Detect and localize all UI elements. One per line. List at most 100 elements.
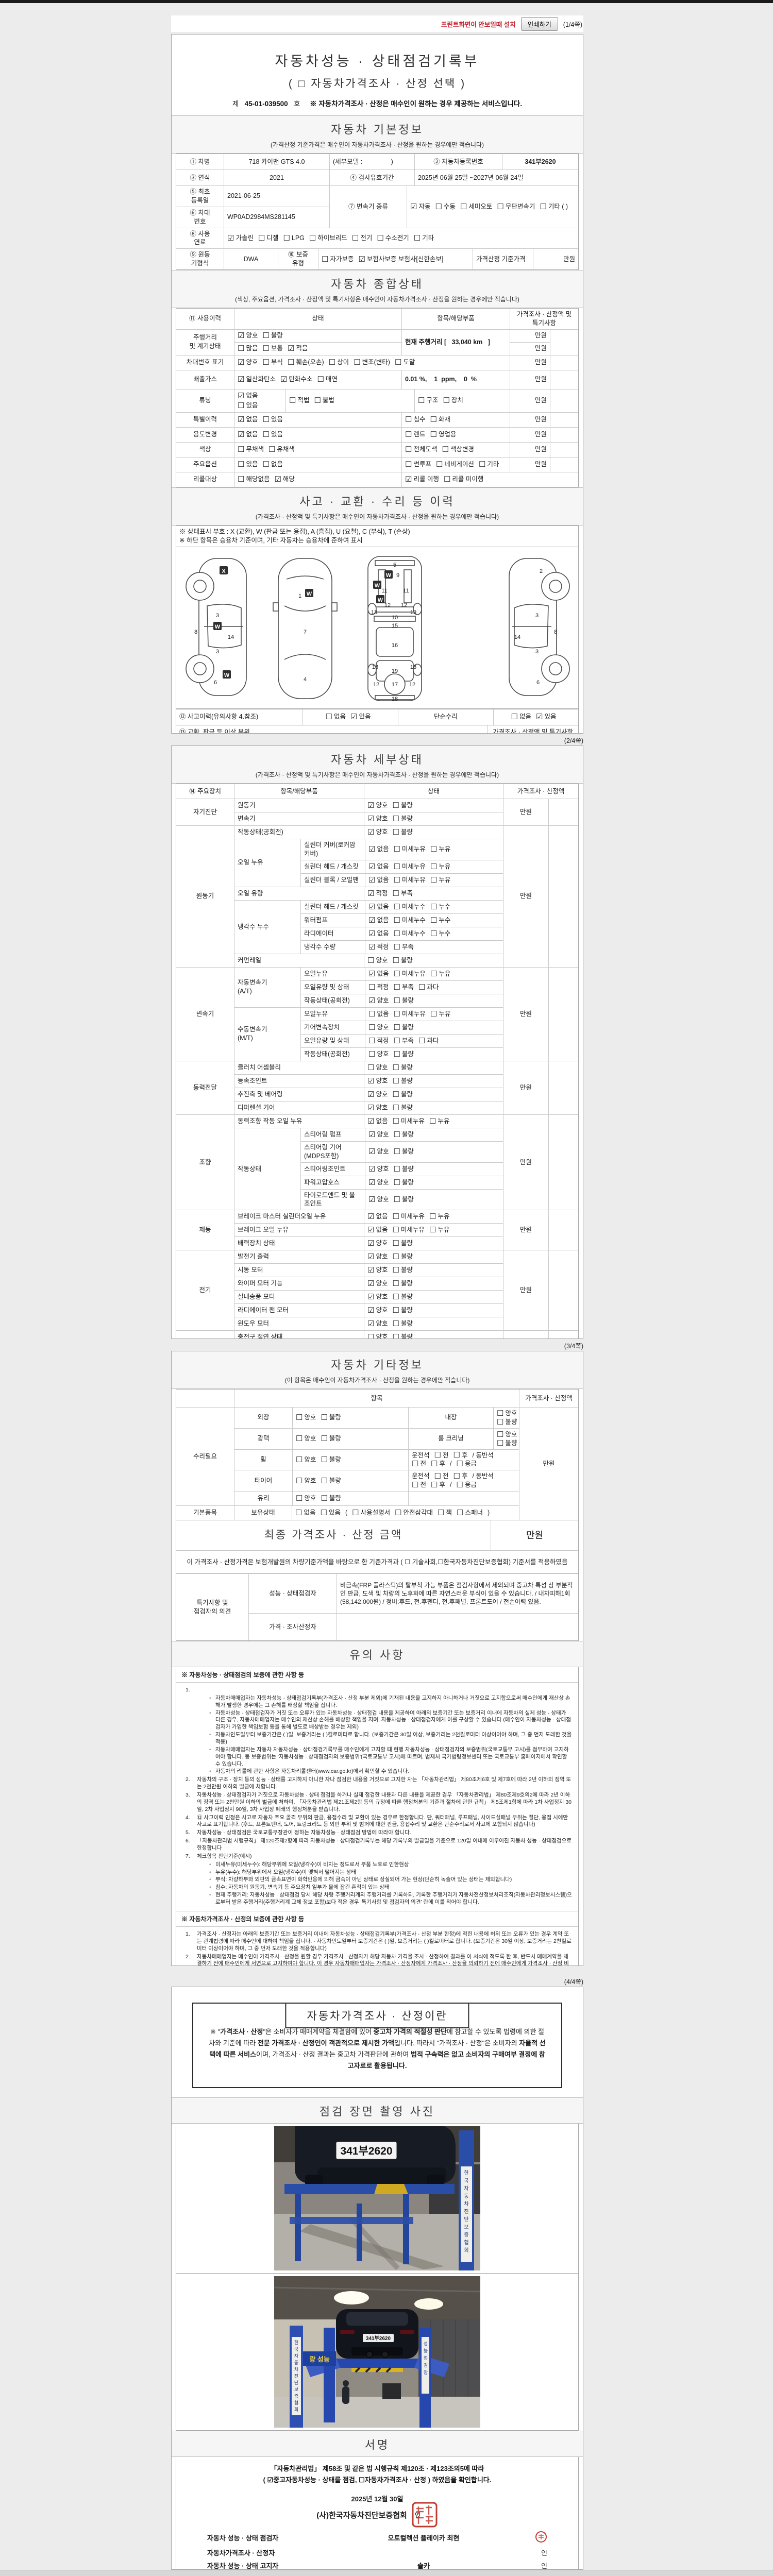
checkbox-unchecked[interactable]: ☐ 장치 xyxy=(443,396,463,405)
checkbox-unchecked[interactable]: ☐ 적정 xyxy=(368,982,389,992)
checkbox-unchecked[interactable]: ☐ 양호 xyxy=(367,956,388,965)
checkbox-unchecked[interactable]: ☐ 양호 xyxy=(367,1063,388,1072)
checkbox-checked[interactable]: ☑ 가솔린 xyxy=(227,233,254,243)
checkbox-checked[interactable]: ☑ 양호 xyxy=(368,1164,389,1174)
print-install-notice-link[interactable]: 프린트화면이 안보일때 설치 xyxy=(441,21,516,28)
checkbox-unchecked[interactable]: ☐ 기타 xyxy=(478,460,499,469)
checkbox-unchecked[interactable]: ☐ 불량 xyxy=(393,1195,414,1204)
checkbox-unchecked[interactable]: ☐ 해당없음 xyxy=(238,475,270,484)
checkbox-checked[interactable]: ☑ 양호 xyxy=(367,1293,388,1302)
checkbox-unchecked[interactable]: ☐ 불량 xyxy=(497,1417,517,1427)
checkbox-unchecked[interactable]: ☐ 불량 xyxy=(321,1434,341,1444)
checkbox-unchecked[interactable]: ☐ 전체도색 xyxy=(405,445,438,454)
checkbox-checked[interactable]: ☑ 보험사보증 보험사[신한손보] xyxy=(358,255,444,264)
checkbox-unchecked[interactable]: ☐ 불량 xyxy=(393,1147,414,1157)
checkbox-checked[interactable]: ☑ 양호 xyxy=(368,1195,389,1204)
checkbox-checked[interactable]: ☑ 리콜 이행 xyxy=(405,475,439,484)
checkbox-unchecked[interactable]: ☐ 상이 xyxy=(328,358,349,367)
checkbox-checked[interactable]: ☑ 적정 xyxy=(367,889,388,898)
checkbox-checked[interactable]: ☑ 있음 xyxy=(536,713,557,721)
checkbox-checked[interactable]: ☑ 없음 xyxy=(238,391,258,400)
checkbox-unchecked[interactable]: ☐ 불량 xyxy=(392,1333,413,1339)
print-button[interactable]: 인쇄하기 xyxy=(520,16,558,31)
checkbox-checked[interactable]: ☑ 없음 xyxy=(368,929,389,938)
checkbox-unchecked[interactable]: ☐ 미세누수 xyxy=(393,902,426,911)
checkbox-unchecked[interactable]: ☐ 있음 xyxy=(320,1509,341,1517)
checkbox-unchecked[interactable]: ☐ 변조(변타) xyxy=(354,358,390,367)
checkbox-unchecked[interactable]: ☐ 미세누수 xyxy=(393,929,426,938)
checkbox-checked[interactable]: ☑ 양호 xyxy=(368,1147,389,1157)
checkbox-checked[interactable]: ☑ 양호 xyxy=(367,1076,388,1086)
checkbox-unchecked[interactable]: ☐ 불량 xyxy=(321,1413,341,1422)
checkbox-unchecked[interactable]: ☐ 누유 xyxy=(430,862,451,871)
checkbox-unchecked[interactable]: ☐ 불량 xyxy=(392,1090,413,1099)
checkbox-unchecked[interactable]: ☐ 미세누유 xyxy=(393,1009,426,1019)
checkbox-unchecked[interactable]: ☐ 없음 xyxy=(325,713,346,721)
checkbox-checked[interactable]: ☑ 자동 xyxy=(410,202,431,211)
checkbox-unchecked[interactable]: ☐ 색상변경 xyxy=(442,445,474,454)
checkbox-unchecked[interactable]: ☐ 누유 xyxy=(430,845,451,854)
checkbox-checked[interactable]: ☑ 양호 xyxy=(367,1266,388,1275)
checkbox-unchecked[interactable]: ☐ 누유 xyxy=(430,1009,451,1019)
checkbox-unchecked[interactable]: ☐ 있음 xyxy=(238,401,258,410)
checkbox-checked[interactable]: ☑ 없음 xyxy=(368,845,389,854)
checkbox-unchecked[interactable]: ☐ 누수 xyxy=(430,916,451,925)
checkbox-unchecked[interactable]: ☐ 훼손(오손) xyxy=(287,358,324,367)
checkbox-unchecked[interactable]: ☐ 구조 xyxy=(418,396,439,405)
checkbox-unchecked[interactable]: ☐ 디젤 xyxy=(258,233,279,243)
checkbox-checked[interactable]: ☑ 양호 xyxy=(238,331,258,341)
checkbox-unchecked[interactable]: ☐ 응급 xyxy=(456,1481,477,1490)
checkbox-unchecked[interactable]: ☐ 적법 xyxy=(289,396,310,405)
checkbox-unchecked[interactable]: ☐ 적정 xyxy=(368,1036,389,1045)
checkbox-unchecked[interactable]: ☐ 양호 xyxy=(296,1434,316,1444)
checkbox-unchecked[interactable]: ☐ 불량 xyxy=(392,1076,413,1086)
checkbox-unchecked[interactable]: ☐ 부족 xyxy=(393,1036,414,1045)
checkbox-unchecked[interactable]: ☐ 전기 xyxy=(351,233,373,243)
checkbox-unchecked[interactable]: ☐ 양호 xyxy=(296,1413,316,1422)
checkbox-unchecked[interactable]: ☐ 양호 xyxy=(497,1430,517,1439)
checkbox-checked[interactable]: ☑ 적정 xyxy=(368,942,389,952)
checkbox-unchecked[interactable]: ☐ 과다 xyxy=(418,982,439,992)
checkbox-checked[interactable]: ☑ 양호 xyxy=(368,1178,389,1187)
checkbox-unchecked[interactable]: ☐ 미세누유 xyxy=(392,1212,425,1222)
checkbox-checked[interactable]: ☑ 없음 xyxy=(368,875,389,885)
checkbox-unchecked[interactable]: ☐ 있음 xyxy=(262,430,283,439)
checkbox-unchecked[interactable]: ☐ 유채색 xyxy=(268,445,295,454)
checkbox-unchecked[interactable]: ☐ 영업용 xyxy=(430,430,457,439)
checkbox-unchecked[interactable]: ☐ 누수 xyxy=(430,929,451,938)
checkbox-unchecked[interactable]: ☐ 양호 xyxy=(367,1333,388,1339)
checkbox-checked[interactable]: ☑ 일산화탄소 xyxy=(238,375,276,384)
checkbox-unchecked[interactable]: ☐ 양호 xyxy=(497,1409,517,1418)
checkbox-unchecked[interactable]: ☐ 후 xyxy=(453,1451,468,1460)
checkbox-unchecked[interactable]: ☐ 불량 xyxy=(262,331,283,341)
checkbox-checked[interactable]: ☑ 양호 xyxy=(367,1103,388,1112)
checkbox-unchecked[interactable]: ☐ 많음 xyxy=(238,344,258,353)
checkbox-unchecked[interactable]: ☐ 불량 xyxy=(392,1319,413,1329)
checkbox-unchecked[interactable]: ☐ 침수 xyxy=(405,415,426,425)
checkbox-unchecked[interactable]: ☐ 없음 xyxy=(295,1509,316,1517)
checkbox-unchecked[interactable]: ☐ 불량 xyxy=(392,1306,413,1315)
checkbox-unchecked[interactable]: ☐ 불량 xyxy=(392,1266,413,1275)
checkbox-checked[interactable]: ☑ 양호 xyxy=(367,815,388,823)
checkbox-checked[interactable]: ☑ 양호 xyxy=(367,801,388,810)
checkbox-unchecked[interactable]: ☐ 매연 xyxy=(317,375,338,384)
checkbox-unchecked[interactable]: ☐ 양호 xyxy=(296,1494,316,1503)
checkbox-unchecked[interactable]: ☐ 양호 xyxy=(368,1049,389,1059)
checkbox-unchecked[interactable]: ☐ 부족 xyxy=(392,889,413,898)
checkbox-unchecked[interactable]: ☐ 부족 xyxy=(393,942,414,952)
checkbox-unchecked[interactable]: ☐ 전 xyxy=(412,1481,426,1490)
checkbox-unchecked[interactable]: ☐ 양호 xyxy=(296,1476,316,1485)
checkbox-unchecked[interactable]: ☐ 없음 xyxy=(511,713,531,721)
checkbox-checked[interactable]: ☑ 해당 xyxy=(274,475,295,484)
checkbox-unchecked[interactable]: ☐ 불량 xyxy=(321,1455,341,1464)
checkbox-unchecked[interactable]: ☐ 누유 xyxy=(430,969,451,978)
checkbox-checked[interactable]: ☑ 적음 xyxy=(287,344,308,353)
checkbox-unchecked[interactable]: ☐ 없음 xyxy=(368,1009,389,1019)
checkbox-unchecked[interactable]: ☐ 렌트 xyxy=(405,430,426,439)
checkbox-unchecked[interactable]: ☐ 미세누유 xyxy=(392,1116,425,1126)
checkbox-unchecked[interactable]: ☐ 미세누수 xyxy=(393,916,426,925)
checkbox-unchecked[interactable]: ☐ 불량 xyxy=(393,1049,414,1059)
checkbox-checked[interactable]: ☑ 양호 xyxy=(367,1252,388,1262)
checkbox-checked[interactable]: ☑ 없음 xyxy=(368,969,389,978)
checkbox-unchecked[interactable]: ☐ 누수 xyxy=(430,902,451,911)
